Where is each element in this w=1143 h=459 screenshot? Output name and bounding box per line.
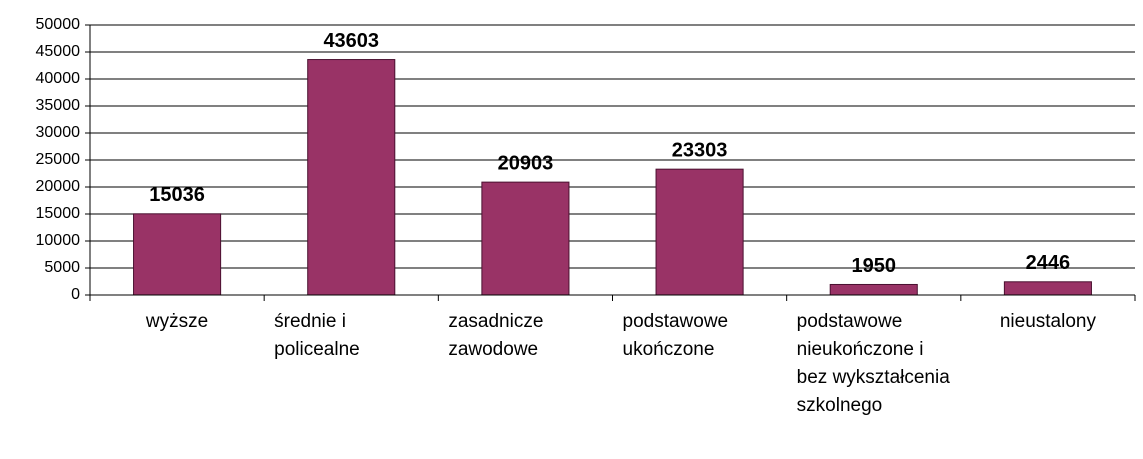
y-tick-label: 0 (71, 286, 80, 303)
bar (481, 181, 570, 296)
bar (1003, 281, 1092, 296)
y-tick-label: 45000 (36, 43, 81, 60)
x-tick-label: wyższe (145, 311, 209, 332)
data-label: 15036 (149, 184, 205, 206)
bar (307, 59, 396, 296)
data-label: 43603 (323, 30, 379, 52)
bar (133, 213, 222, 296)
x-tick-label-box: wyższe (90, 308, 264, 336)
x-tick-label-box: podstawowe ukończone (613, 308, 787, 364)
x-tick-label: nieustalony (999, 311, 1096, 332)
bar (655, 168, 744, 296)
y-tick-label: 40000 (36, 70, 81, 87)
x-tick-label: średnie i policealne (274, 311, 360, 360)
x-tick-label: podstawowe ukończone (622, 311, 729, 360)
data-label: 20903 (498, 152, 554, 174)
x-tick-label-box: podstawowe nieukończone i bez wykształce… (787, 308, 961, 420)
x-tick-label-box: średnie i policealne (264, 308, 438, 364)
x-tick-label-box: zasadnicze zawodowe (438, 308, 612, 364)
x-tick-label: zasadnicze zawodowe (448, 311, 544, 360)
data-label: 23303 (672, 139, 728, 161)
y-tick-label: 35000 (36, 97, 81, 114)
data-label: 2446 (1026, 252, 1071, 274)
y-tick-label: 25000 (36, 151, 81, 168)
x-tick-label: podstawowe nieukończone i bez wykształce… (796, 311, 950, 416)
y-tick-label: 50000 (36, 16, 81, 33)
y-tick-label: 20000 (36, 178, 81, 195)
x-tick-label-box: nieustalony (961, 308, 1135, 336)
bar (829, 283, 918, 296)
y-tick-label: 5000 (44, 259, 80, 276)
y-tick-label: 15000 (36, 205, 81, 222)
y-tick-label: 30000 (36, 124, 81, 141)
y-tick-label: 10000 (36, 232, 81, 249)
data-label: 1950 (852, 255, 897, 277)
